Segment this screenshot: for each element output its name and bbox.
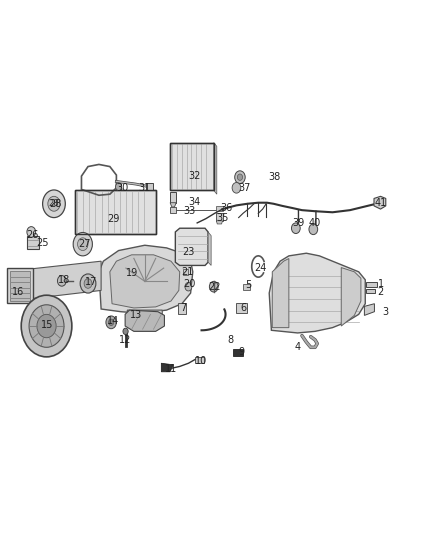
Polygon shape — [33, 261, 101, 298]
Text: 38: 38 — [268, 172, 281, 182]
FancyBboxPatch shape — [170, 143, 214, 190]
Text: 28: 28 — [49, 199, 61, 209]
Polygon shape — [127, 310, 162, 328]
Text: 33: 33 — [183, 206, 195, 216]
Polygon shape — [341, 268, 361, 326]
Circle shape — [235, 171, 245, 183]
Polygon shape — [366, 289, 375, 293]
Polygon shape — [125, 310, 164, 332]
Text: 7: 7 — [180, 303, 186, 313]
Text: 6: 6 — [240, 303, 246, 313]
Text: 11: 11 — [165, 364, 177, 374]
Circle shape — [106, 316, 117, 329]
Polygon shape — [183, 269, 187, 275]
Text: 24: 24 — [254, 263, 267, 272]
Polygon shape — [269, 253, 365, 333]
Circle shape — [185, 282, 192, 291]
Text: 34: 34 — [188, 197, 200, 207]
Circle shape — [123, 328, 128, 335]
Circle shape — [116, 183, 122, 190]
Text: 15: 15 — [41, 320, 53, 330]
Text: 5: 5 — [245, 280, 251, 290]
Text: 22: 22 — [208, 282, 221, 292]
Polygon shape — [175, 228, 208, 265]
Polygon shape — [177, 303, 186, 314]
Text: 8: 8 — [228, 335, 234, 345]
Circle shape — [42, 190, 65, 217]
Text: 40: 40 — [309, 218, 321, 228]
Circle shape — [237, 174, 243, 180]
Circle shape — [29, 305, 64, 348]
Text: 26: 26 — [26, 230, 38, 240]
Polygon shape — [364, 304, 374, 316]
Polygon shape — [110, 255, 180, 308]
Circle shape — [209, 281, 218, 292]
Polygon shape — [99, 245, 193, 313]
Text: 13: 13 — [130, 310, 142, 320]
Polygon shape — [161, 364, 173, 372]
Polygon shape — [214, 143, 217, 194]
Polygon shape — [272, 259, 289, 328]
Circle shape — [21, 295, 72, 357]
Text: 14: 14 — [107, 316, 120, 326]
Circle shape — [80, 274, 96, 293]
Text: 18: 18 — [58, 275, 70, 285]
Circle shape — [232, 182, 241, 193]
Circle shape — [78, 238, 88, 251]
Text: 19: 19 — [126, 268, 138, 278]
Text: 41: 41 — [374, 198, 387, 208]
Polygon shape — [215, 206, 223, 211]
Polygon shape — [195, 357, 204, 364]
Polygon shape — [233, 349, 243, 356]
Circle shape — [291, 223, 300, 233]
Polygon shape — [366, 282, 377, 287]
Text: 10: 10 — [195, 356, 208, 366]
Text: 30: 30 — [116, 183, 128, 193]
Circle shape — [73, 232, 92, 256]
Text: 25: 25 — [36, 238, 49, 247]
Polygon shape — [374, 196, 386, 209]
Text: 2: 2 — [378, 287, 384, 297]
Polygon shape — [27, 236, 39, 249]
Text: 20: 20 — [183, 279, 195, 288]
Text: 28: 28 — [49, 199, 59, 208]
Text: 4: 4 — [294, 342, 300, 352]
Text: 12: 12 — [120, 335, 132, 345]
Circle shape — [48, 196, 60, 211]
Polygon shape — [11, 271, 30, 301]
Text: 36: 36 — [220, 203, 232, 213]
Text: 21: 21 — [181, 267, 194, 277]
Text: 17: 17 — [85, 278, 98, 287]
Circle shape — [309, 224, 318, 235]
FancyBboxPatch shape — [75, 190, 155, 233]
Text: 35: 35 — [216, 213, 229, 223]
Polygon shape — [215, 213, 223, 221]
Polygon shape — [170, 192, 176, 203]
Polygon shape — [170, 203, 176, 207]
Circle shape — [109, 319, 114, 326]
Circle shape — [57, 276, 66, 286]
Polygon shape — [7, 268, 33, 303]
Text: 9: 9 — [239, 346, 245, 357]
Polygon shape — [146, 183, 152, 190]
Text: 29: 29 — [107, 214, 120, 224]
Polygon shape — [216, 221, 223, 224]
Text: 39: 39 — [293, 218, 305, 228]
Text: 3: 3 — [382, 306, 388, 317]
Circle shape — [27, 227, 35, 237]
Polygon shape — [170, 207, 176, 213]
Text: 16: 16 — [12, 287, 24, 297]
Polygon shape — [208, 232, 211, 265]
Text: 1: 1 — [378, 279, 384, 288]
Text: 23: 23 — [182, 247, 194, 256]
Text: 32: 32 — [188, 171, 200, 181]
Text: 37: 37 — [238, 183, 251, 193]
Polygon shape — [243, 284, 250, 290]
Circle shape — [37, 314, 56, 338]
Text: 31: 31 — [139, 183, 151, 193]
Text: 27: 27 — [79, 239, 91, 249]
Circle shape — [84, 279, 92, 288]
Polygon shape — [236, 303, 247, 313]
